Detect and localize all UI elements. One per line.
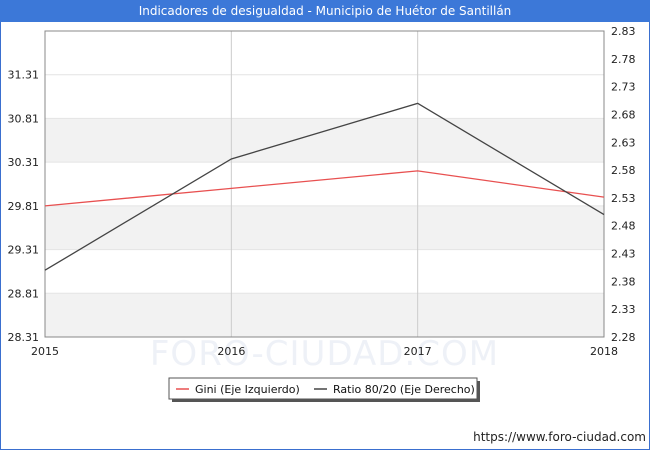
y-right-tick-label: 2.78	[611, 53, 636, 66]
y-right-tick-label: 2.83	[611, 25, 636, 38]
y-right-tick-label: 2.43	[611, 248, 636, 261]
plot-band	[45, 293, 604, 337]
y-left-tick-label: 29.81	[8, 200, 40, 213]
plot-band	[45, 118, 604, 163]
plot-band	[45, 74, 604, 119]
y-right-tick-label: 2.53	[611, 192, 636, 205]
source-url[interactable]: https://www.foro-ciudad.com	[473, 430, 646, 444]
y-right-tick-label: 2.58	[611, 164, 636, 177]
y-right-tick-label: 2.38	[611, 275, 636, 288]
y-left-tick-label: 30.81	[8, 112, 40, 125]
y-right-tick-label: 2.73	[611, 81, 636, 94]
plot-band	[45, 162, 604, 206]
x-tick-label: 2015	[31, 345, 59, 358]
y-left-tick-label: 29.31	[8, 244, 40, 257]
y-right-tick-label: 2.48	[611, 220, 636, 233]
y-left-tick-label: 28.81	[8, 287, 40, 300]
plot-border	[44, 30, 605, 338]
legend: Gini (Eje Izquierdo) Ratio 80/20 (Eje Der…	[168, 377, 480, 402]
y-right-tick-label: 2.63	[611, 136, 636, 149]
y-left-tick-label: 31.31	[8, 69, 40, 82]
x-tick-label: 2016	[217, 345, 245, 358]
ratio-series-line	[44, 102, 605, 271]
plot-band	[45, 249, 604, 294]
y-right-tick-label: 2.33	[611, 303, 636, 316]
x-tick-label: 2018	[590, 345, 618, 358]
legend-item-ratio-label: Ratio 80/20 (Eje Derecho)	[333, 383, 475, 396]
y-left-tick-label: 30.31	[8, 156, 40, 169]
plot-band	[45, 205, 604, 250]
plot-band	[45, 31, 604, 75]
legend-item-gini-label: Gini (Eje Izquierdo)	[195, 383, 300, 396]
y-right-tick-label: 2.28	[611, 331, 636, 344]
y-right-tick-label: 2.68	[611, 108, 636, 121]
y-left-tick-label: 28.31	[8, 331, 40, 344]
gini-series-line	[44, 170, 605, 207]
x-tick-label: 2017	[404, 345, 432, 358]
watermark-text: FORO-CIUDAD.COM	[150, 334, 499, 374]
chart-title: Indicadores de desigualdad - Municipio d…	[0, 0, 650, 22]
